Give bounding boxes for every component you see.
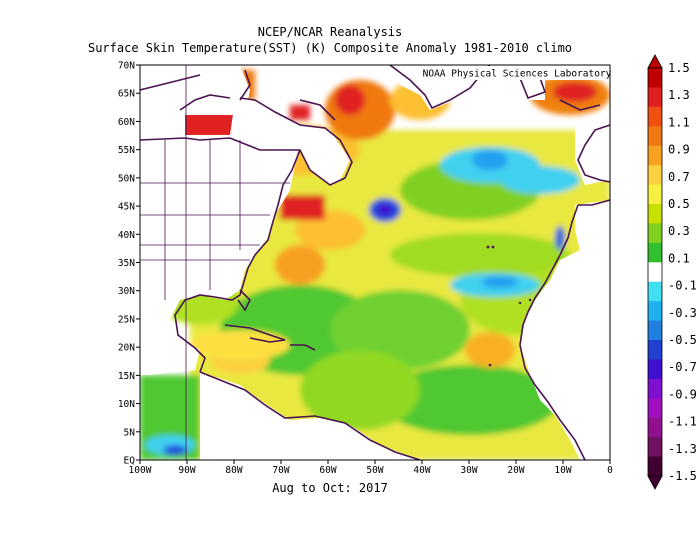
lat-tick-label: 40N (118, 230, 135, 241)
lat-tick-label: 70N (118, 61, 135, 72)
map-title: NCEP/NCAR Reanalysis (257, 25, 403, 39)
colorbar-swatch (648, 320, 662, 341)
colorbar-swatch (648, 281, 662, 302)
lat-tick-label: 5N (124, 427, 136, 438)
island-markers (486, 245, 532, 367)
colorbar-label: 1.3 (668, 88, 690, 102)
colorbar-swatch (648, 87, 662, 108)
lat-tick-label: 30N (118, 286, 135, 297)
political-borders (140, 65, 290, 460)
lon-tick-label: 0 (607, 465, 613, 476)
colorbar-swatch (648, 68, 662, 88)
colorbar-swatch (648, 417, 662, 438)
colorbar-swatch (648, 126, 662, 147)
map-subtitle: Surface Skin Temperature(SST) (K) Compos… (87, 41, 573, 55)
colorbar-label: -0.7 (668, 360, 697, 374)
lat-tick-label: 10N (118, 399, 135, 410)
lon-tick-label: 40W (413, 465, 430, 476)
colorbar-label: -0.3 (668, 306, 697, 320)
colorbar-label: 0.1 (668, 251, 690, 265)
colorbar-swatch (648, 145, 662, 166)
lon-tick-label: 50W (366, 465, 383, 476)
colorbar-swatch (648, 437, 662, 458)
colorbar-label: -0.9 (668, 387, 697, 401)
time-period-label: Aug to Oct: 2017 (272, 481, 388, 495)
lon-tick-label: 70W (272, 465, 289, 476)
colorbar-swatch (648, 378, 662, 399)
lat-tick-label: 45N (118, 202, 135, 213)
lat-tick-label: 50N (118, 173, 135, 184)
lat-tick-label: 55N (118, 145, 135, 156)
lon-tick-label: 20W (507, 465, 524, 476)
colorbar-swatch (648, 359, 662, 380)
colorbar-label: 0.7 (668, 170, 690, 184)
colorbar-label: 0.9 (668, 143, 690, 157)
colorbar-swatch (648, 184, 662, 205)
colorbar-label: -1.1 (668, 415, 697, 429)
colorbar: 1.5 1.3 1.1 0.9 0.7 0.5 0.3 0.1 -0.1 -0.3 -0.5 -0.7… (647, 54, 697, 490)
lat-tick-label: EQ (124, 456, 136, 467)
colorbar-label: 1.1 (668, 115, 690, 129)
lon-tick-label: 100W (129, 465, 152, 476)
colorbar-label: -1.3 (668, 442, 697, 456)
colorbar-swatch (648, 301, 662, 322)
lon-tick-label: 80W (225, 465, 242, 476)
credit-box: NOAA Physical Sciences Laboratory (423, 66, 612, 80)
credit-text: NOAA Physical Sciences Laboratory (423, 69, 612, 80)
colorbar-swatch (648, 262, 662, 283)
lon-tick-label: 30W (460, 465, 477, 476)
colorbar-label: -0.5 (668, 333, 697, 347)
lat-tick-label: 60N (118, 117, 135, 128)
coastlines (140, 65, 610, 460)
lat-tick-label: 25N (118, 314, 135, 325)
colorbar-swatch (648, 204, 662, 224)
colorbar-swatch (648, 223, 662, 244)
lat-tick-label: 15N (118, 371, 135, 382)
colorbar-label: -0.1 (668, 279, 697, 293)
sst-anomaly-field (140, 65, 610, 460)
longitude-axis: 100W 90W 80W 70W 60W 50W 40W 30W 20W 10W 0 (129, 460, 613, 476)
lat-tick-label: 35N (118, 258, 135, 269)
lon-tick-label: 90W (178, 465, 195, 476)
colorbar-min-arrow (647, 475, 663, 490)
latitude-axis: 70N 65N 60N 55N 50N 45N 40N 35N 30N 25N 20N 15N 10N 5… (118, 61, 140, 467)
colorbar-swatch (648, 340, 662, 360)
colorbar-label: 0.5 (668, 197, 690, 211)
colorbar-label: 1.5 (668, 61, 690, 75)
lon-tick-label: 60W (319, 465, 336, 476)
colorbar-swatch (648, 242, 662, 263)
lon-tick-label: 10W (554, 465, 571, 476)
lat-tick-label: 65N (118, 89, 135, 100)
colorbar-label: -1.5 (668, 469, 697, 483)
colorbar-swatch (648, 398, 662, 419)
colorbar-max-arrow (647, 54, 663, 69)
colorbar-label: 0.3 (668, 224, 690, 238)
lat-tick-label: 20N (118, 343, 135, 354)
colorbar-swatch (648, 456, 662, 477)
colorbar-swatch (648, 106, 662, 127)
colorbar-swatch (648, 165, 662, 186)
colorbar-frame (647, 67, 663, 477)
